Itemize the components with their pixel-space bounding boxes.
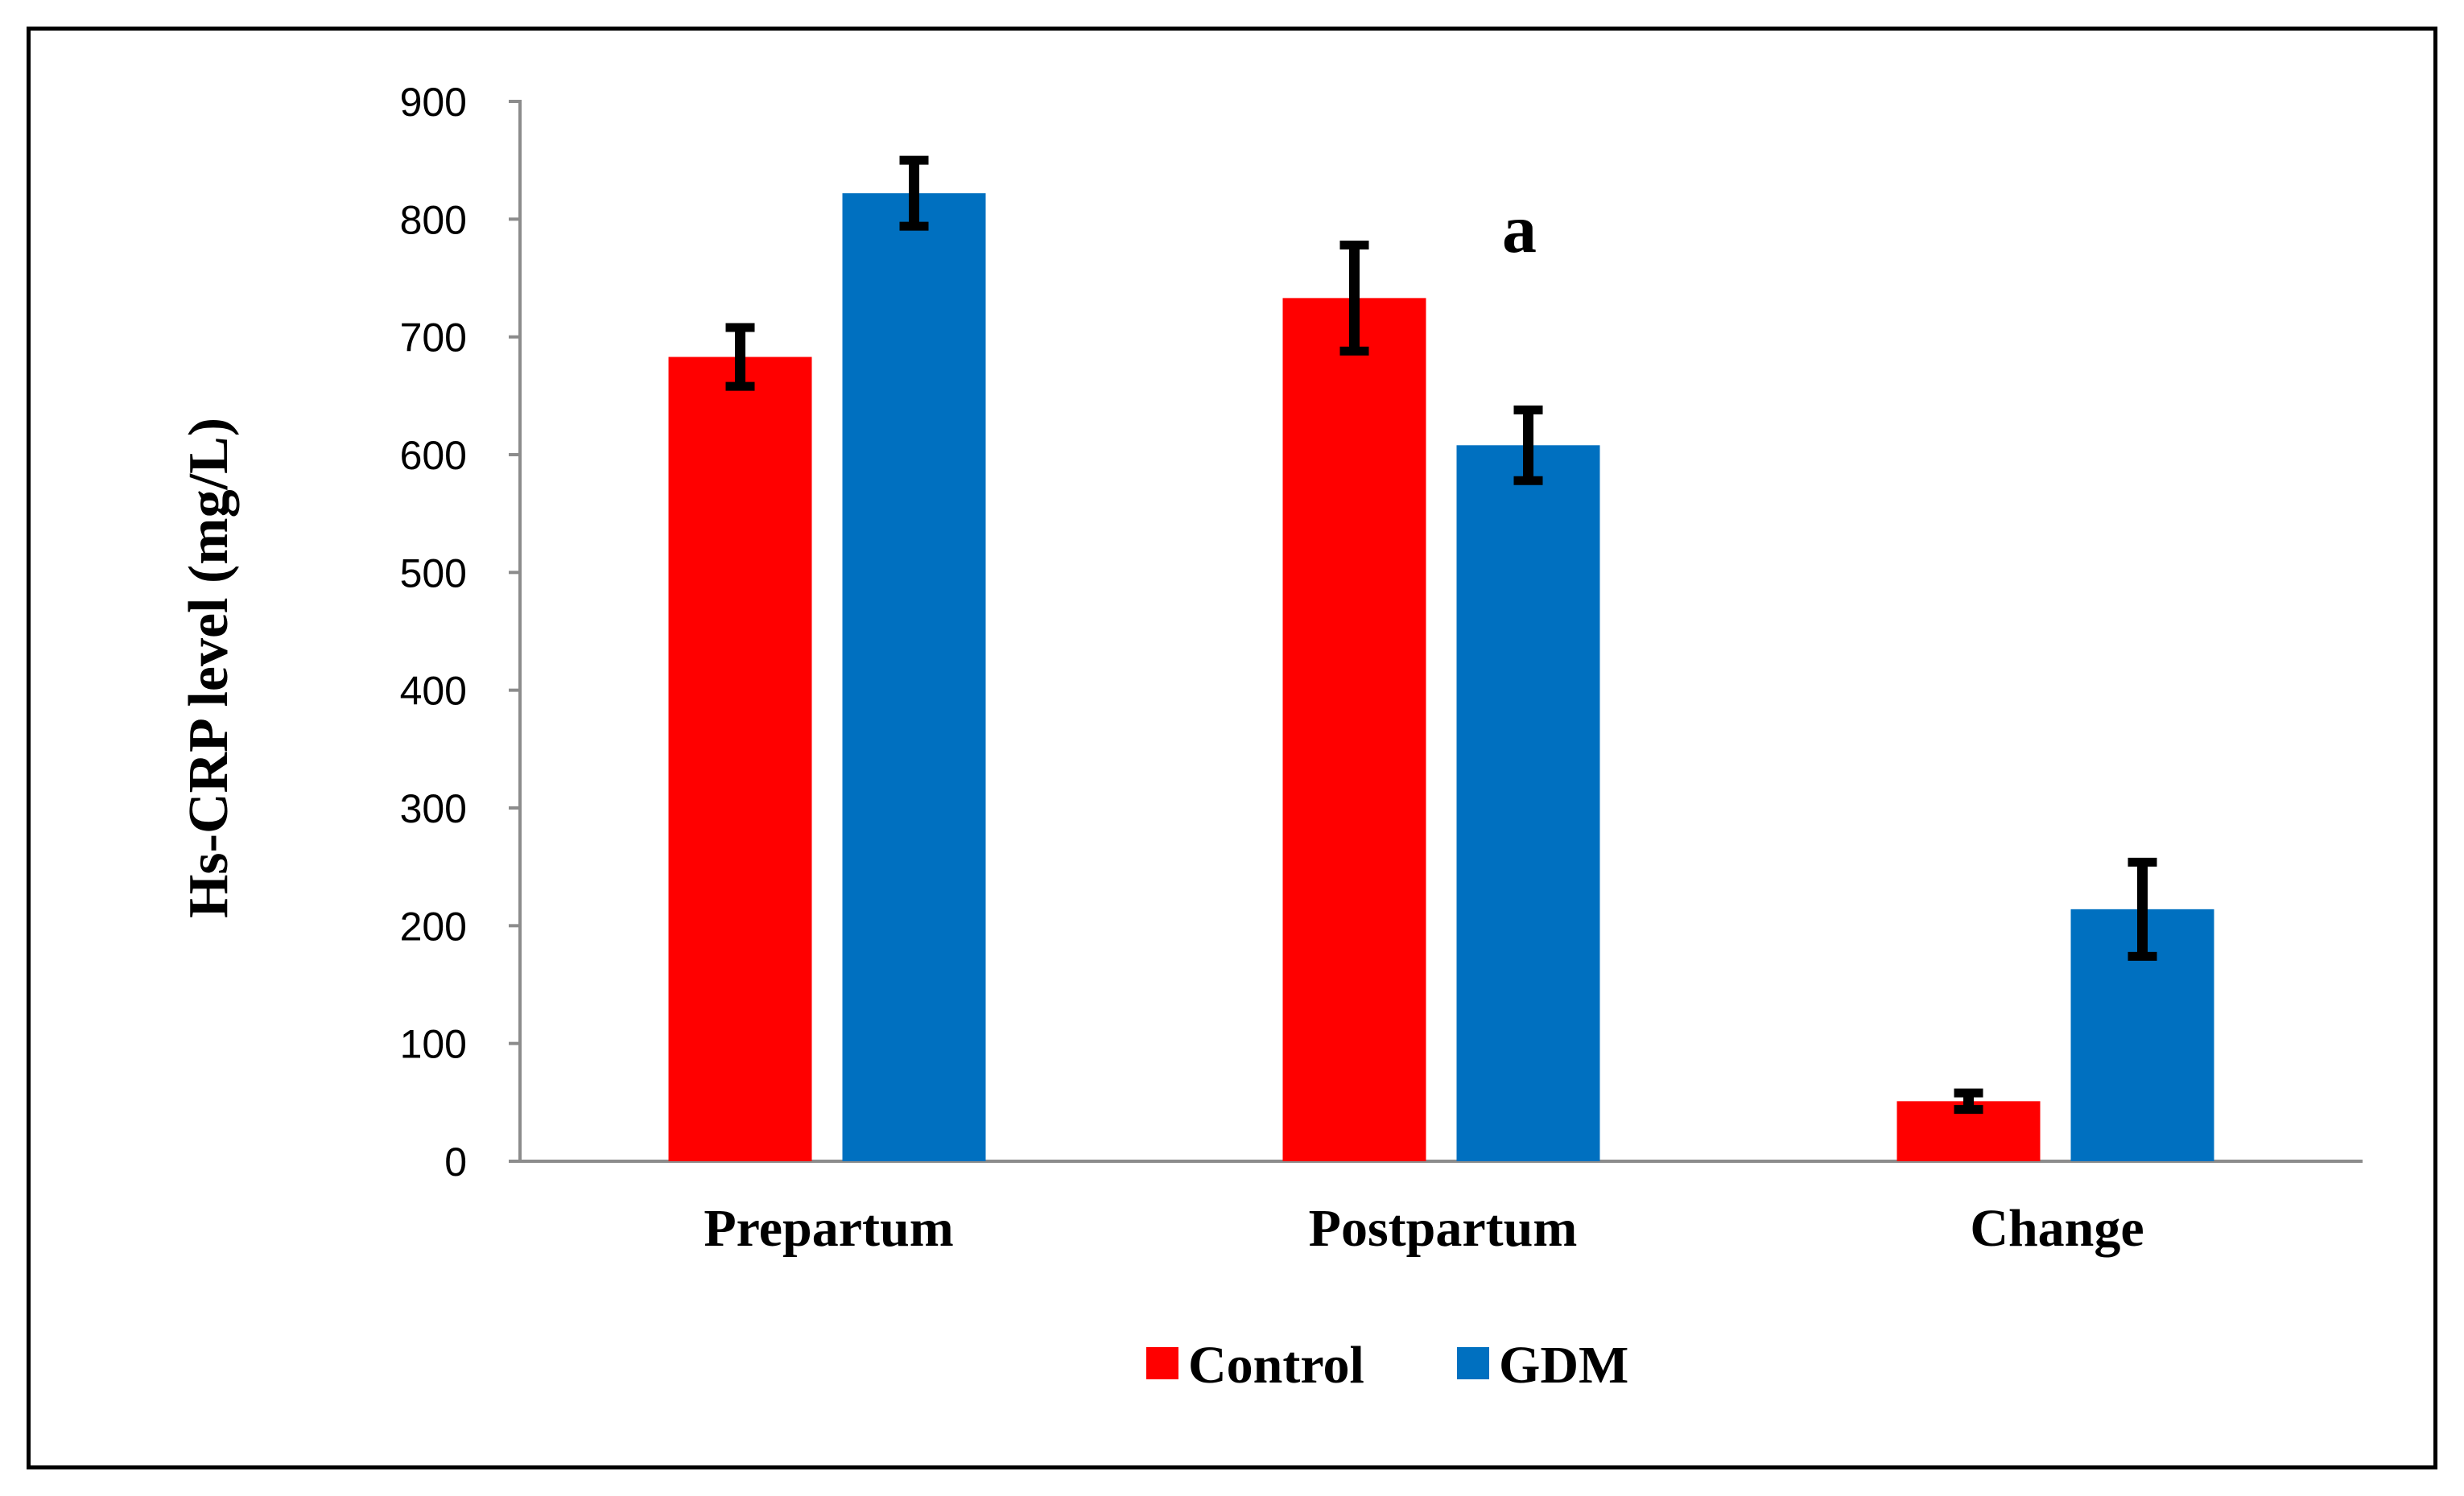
y-tick-label: 900 — [400, 80, 467, 125]
error-bars-group — [725, 155, 2157, 1115]
y-tick-label: 800 — [400, 197, 467, 242]
x-category-label: Postpartum — [1309, 1199, 1578, 1258]
y-tick-label: 500 — [400, 550, 467, 596]
annotation-label: a — [1502, 190, 1537, 267]
bar-gdm-postpartum — [1456, 445, 1600, 1161]
y-tick-label: 700 — [400, 315, 467, 361]
y-tick-label: 100 — [400, 1022, 467, 1067]
y-tick-label: 0 — [444, 1140, 467, 1185]
annotations-group: a — [1502, 190, 1537, 267]
legend-swatch-control — [1146, 1347, 1178, 1379]
legend-label-control: Control — [1188, 1336, 1364, 1395]
bar-gdm-prepartum — [842, 193, 986, 1161]
y-tick-label: 600 — [400, 433, 467, 478]
y-axis: 0 100 200 300 400 500 600 700 800 900 — [400, 80, 522, 1185]
y-axis-title: Hs-CRP level (mg/L) — [178, 418, 240, 918]
y-tick-label: 200 — [400, 904, 467, 949]
x-axis: Prepartum Postpartum Change — [520, 1160, 2363, 1258]
y-tick-label: 300 — [400, 786, 467, 831]
legend: Control GDM — [1146, 1336, 1628, 1395]
x-category-label: Prepartum — [704, 1199, 953, 1258]
legend-label-gdm: GDM — [1499, 1336, 1628, 1395]
legend-swatch-gdm — [1457, 1347, 1489, 1379]
bar-control-prepartum — [668, 356, 812, 1161]
chart-frame — [27, 27, 2437, 1469]
x-category-label: Change — [1970, 1199, 2144, 1258]
bar-control-postpartum — [1282, 298, 1426, 1161]
bars-group — [668, 193, 2214, 1161]
y-tick-label: 400 — [400, 669, 467, 714]
